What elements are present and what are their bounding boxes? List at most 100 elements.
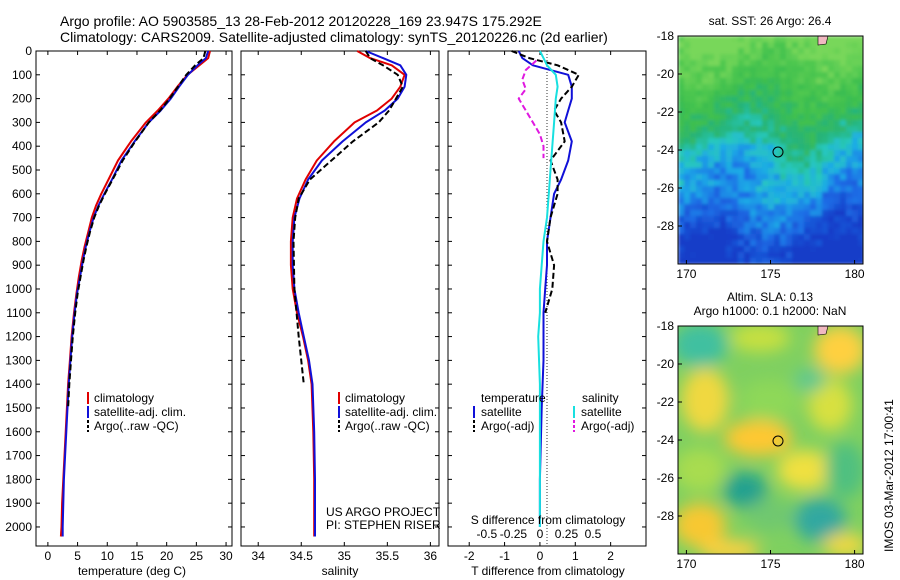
sst-cell [678, 150, 685, 157]
sst-cell [678, 42, 685, 49]
sla-blob [814, 326, 863, 374]
sst-cell [708, 168, 715, 175]
sst-cell [798, 144, 805, 151]
sst-cell [840, 54, 847, 61]
sst-cell [774, 204, 781, 211]
sst-cell [804, 168, 811, 175]
sst-cell [822, 78, 829, 85]
salinity-xlabel: salinity [322, 564, 359, 578]
sst-cell [822, 216, 829, 223]
sst-cell [738, 48, 745, 55]
sst-cell [816, 114, 823, 121]
sst-cell [774, 150, 781, 157]
sst-cell [846, 108, 853, 115]
sst-cell [708, 150, 715, 157]
sst-cell [684, 120, 691, 127]
sst-cell [684, 60, 691, 67]
sst-cell [726, 192, 733, 199]
sst-cell [798, 222, 805, 229]
sst-cell [852, 150, 859, 157]
sst-cell [816, 72, 823, 79]
sst-cell [798, 234, 805, 241]
sst-cell [702, 192, 709, 199]
sst-cell [834, 258, 841, 264]
sst-cell [858, 90, 863, 97]
sst-cell [720, 156, 727, 163]
sst-cell [720, 114, 727, 121]
sst-cell [828, 132, 835, 139]
sst-cell [690, 126, 697, 133]
sst-cell [720, 228, 727, 235]
sst-cell [768, 132, 775, 139]
sst-cell [750, 210, 757, 217]
sst-cell [678, 216, 685, 223]
sst-cell [822, 102, 829, 109]
sst-cell [816, 132, 823, 139]
sst-cell [690, 150, 697, 157]
sst-cell [774, 42, 781, 49]
sst-cell [738, 90, 745, 97]
sst-cell [690, 222, 697, 229]
sst-cell [834, 102, 841, 109]
sst-cell [804, 54, 811, 61]
credit-project: US ARGO PROJECT [326, 505, 441, 519]
sst-cell [762, 204, 769, 211]
sst-cell [726, 162, 733, 169]
sst-cell [744, 36, 751, 43]
sla-blob [746, 499, 794, 531]
sst-cell [726, 216, 733, 223]
sst-cell [720, 48, 727, 55]
sst-cell [786, 72, 793, 79]
sst-cell [774, 114, 781, 121]
sst-cell [780, 156, 787, 163]
sst-cell [768, 102, 775, 109]
sst-cell [720, 150, 727, 157]
y-tick-label: -22 [657, 105, 675, 119]
sst-cell [804, 228, 811, 235]
sst-cell [852, 48, 859, 55]
sst-cell [858, 60, 863, 67]
sst-cell [756, 150, 763, 157]
sst-cell [738, 252, 745, 259]
sst-cell [762, 114, 769, 121]
sst-cell [690, 90, 697, 97]
sst-cell [762, 108, 769, 115]
sst-cell [816, 180, 823, 187]
sst-cell [708, 240, 715, 247]
sst-cell [816, 252, 823, 259]
sst-cell [744, 144, 751, 151]
sst-cell [726, 78, 733, 85]
sst-cell [858, 246, 863, 253]
sst-cell [786, 228, 793, 235]
sst-cell [804, 120, 811, 127]
sst-cell [762, 42, 769, 49]
sst-cell [786, 240, 793, 247]
sst-cell [786, 186, 793, 193]
sst-cell [840, 168, 847, 175]
sst-cell [690, 174, 697, 181]
sst-cell [834, 204, 841, 211]
sst-cell [780, 48, 787, 55]
sst-cell [792, 246, 799, 253]
y-tick-label: 1500 [5, 401, 32, 415]
sst-cell [858, 84, 863, 91]
sst-cell [828, 252, 835, 259]
sst-cell [846, 144, 853, 151]
sst-cell [690, 54, 697, 61]
sst-cell [792, 234, 799, 241]
y-tick-label: -20 [657, 67, 675, 81]
sst-cell [786, 198, 793, 205]
sst-cell [738, 96, 745, 103]
sst-cell [774, 240, 781, 247]
sst-cell [702, 114, 709, 121]
sst-cell [684, 132, 691, 139]
sst-cell [822, 198, 829, 205]
sst-cell [738, 126, 745, 133]
sst-cell [774, 96, 781, 103]
sst-cell [828, 36, 835, 43]
sst-cell [696, 252, 703, 259]
y-tick-label: 2000 [5, 520, 32, 534]
sst-cell [726, 156, 733, 163]
y-tick-label: 1600 [5, 425, 32, 439]
sst-cell [762, 150, 769, 157]
